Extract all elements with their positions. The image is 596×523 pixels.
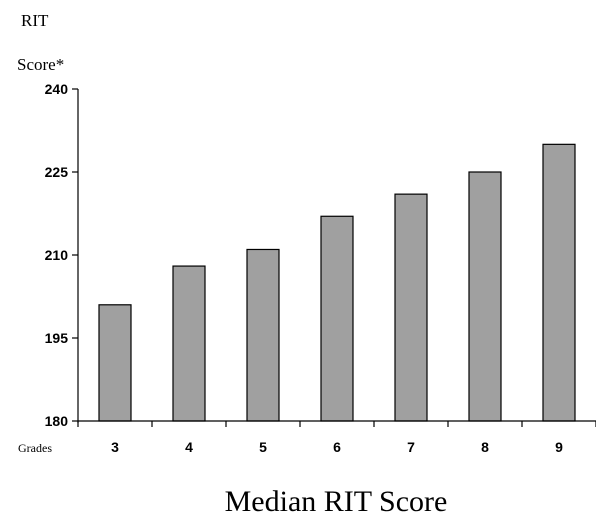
bar-grade-6: [320, 215, 354, 422]
bar-grade-4: [172, 265, 206, 422]
x-tick-label-3: 3: [111, 439, 119, 455]
y-tick-label-210: 210: [45, 247, 69, 263]
y-tick-label-240: 240: [45, 81, 69, 97]
x-tick-label-7: 7: [407, 439, 415, 455]
x-tick-label-5: 5: [259, 439, 267, 455]
bar-grade-5: [246, 248, 280, 422]
y-axis-label-line2: Score*: [17, 55, 64, 74]
y-axis-label-line1: RIT: [21, 11, 49, 30]
bars: [98, 143, 576, 422]
x-tick-label-8: 8: [481, 439, 489, 455]
y-tick-label-195: 195: [45, 330, 69, 346]
bar-grade-7: [394, 193, 428, 422]
bar-grade-3: [98, 304, 132, 422]
bar-grade-9: [542, 143, 576, 422]
chart-title: Median RIT Score: [225, 485, 448, 518]
x-axis-ticks: 3 4 5 6 7 8 9: [77, 421, 596, 455]
x-axis-label: Grades: [18, 441, 52, 455]
x-tick-label-4: 4: [185, 439, 193, 455]
y-tick-label-225: 225: [45, 164, 69, 180]
y-tick-label-180: 180: [45, 413, 69, 429]
bar-grade-8: [468, 171, 502, 422]
x-tick-label-6: 6: [333, 439, 341, 455]
y-axis-ticks: 180 195 210 225 240: [45, 81, 78, 429]
x-tick-label-9: 9: [555, 439, 563, 455]
